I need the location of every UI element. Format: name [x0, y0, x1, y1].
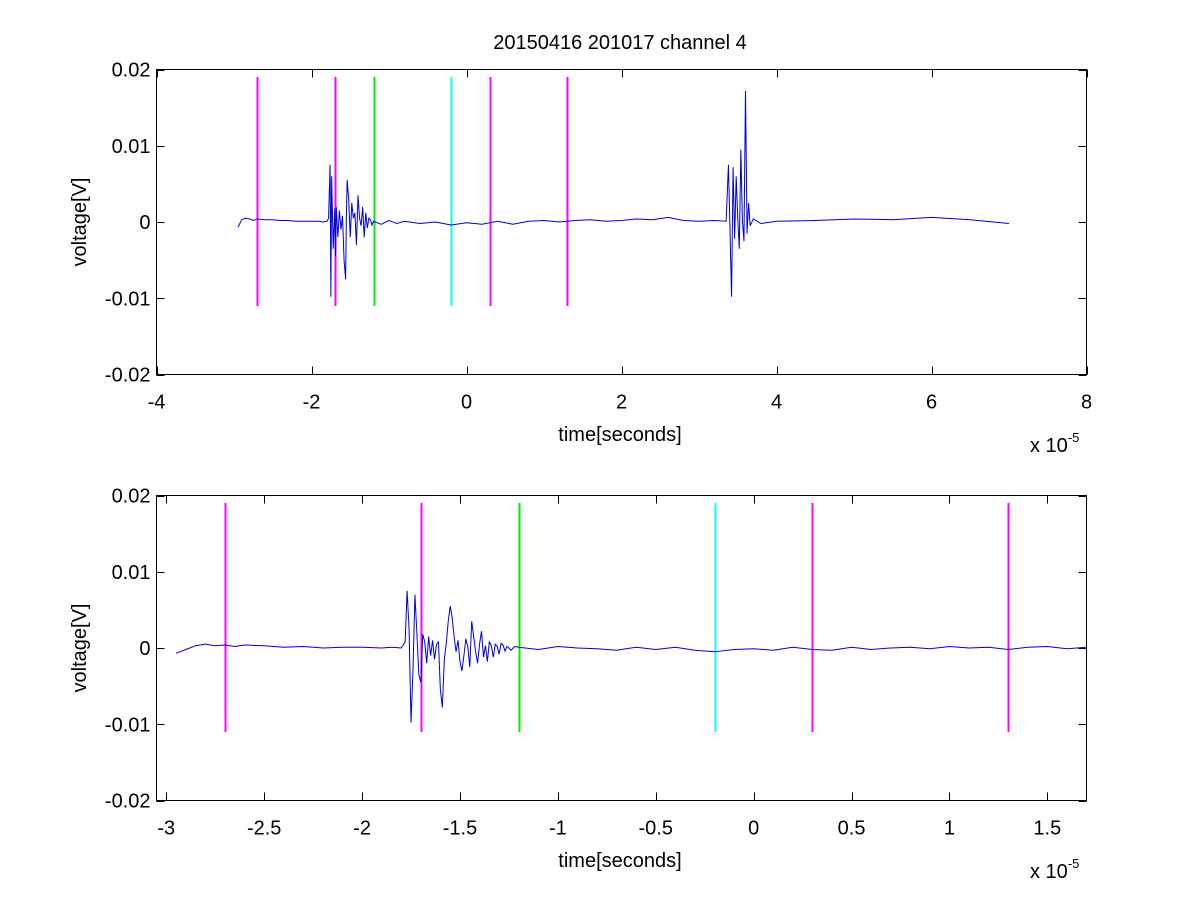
top-plot-signal	[237, 90, 1010, 297]
top-plot-axes-box	[156, 69, 1087, 375]
bottom-plot-y-tick-label: 0.01	[112, 562, 151, 584]
top-plot-y-tick-label: 0	[139, 212, 150, 234]
bottom-plot-xlabel: time[seconds]	[558, 850, 681, 872]
top-plot-y-tick-label: 0.01	[112, 136, 151, 158]
top-plot-y-tick-label: -0.02	[105, 365, 151, 387]
bottom-plot-x-tick-label: 1.5	[1033, 818, 1061, 840]
top-plot-x-tick-label: 0	[461, 392, 472, 414]
bottom-plot-x-tick-label: 0.5	[838, 818, 866, 840]
top-plot-y-tick-label: 0.02	[112, 60, 151, 82]
top-plot-x-tick-label: 6	[926, 392, 937, 414]
bottom-plot-voltage-trace	[175, 590, 1087, 723]
bottom-plot-x-ticks: -3 -2.5 -2 -1.5 -1 -0.5 0 0.5 1 1.5	[157, 495, 1061, 840]
top-plot-x-multiplier: x 10-5	[1030, 430, 1079, 457]
bottom-plot-x-tick-label: 1	[944, 818, 955, 840]
bottom-plot-x-tick-label: -3	[157, 818, 175, 840]
bottom-plot-x-tick-label: -0.5	[639, 818, 673, 840]
top-plot-x-tick-label: -4	[148, 392, 166, 414]
top-plot-ylabel: voltage[V]	[69, 178, 91, 267]
bottom-plot-x-multiplier-base: x 10	[1030, 861, 1068, 883]
top-plot: -4 -2 0 2 4 6 8 -0.02 -0.01 0 0.01 0.02 time[secon…	[69, 60, 1092, 458]
bottom-plot-y-tick-label: -0.02	[105, 791, 151, 813]
bottom-plot-ylabel: voltage[V]	[69, 604, 91, 693]
top-plot-xlabel: time[seconds]	[558, 424, 681, 446]
bottom-plot: -3 -2.5 -2 -1.5 -1 -0.5 0 0.5 1 1.5 -0.02 -0.01 0 0.…	[69, 486, 1087, 883]
top-plot-x-tick-label: 8	[1081, 392, 1092, 414]
bottom-plot-signal	[175, 590, 1087, 723]
bottom-plot-x-tick-label: 0	[748, 818, 759, 840]
bottom-plot-x-multiplier: x 10-5	[1030, 856, 1079, 883]
top-plot-x-multiplier-exponent: -5	[1068, 430, 1080, 445]
top-plot-x-tick-label: 2	[616, 392, 627, 414]
top-plot-x-multiplier-base: x 10	[1030, 435, 1068, 457]
bottom-plot-y-ticks: -0.02 -0.01 0 0.01 0.02	[105, 486, 1087, 813]
top-plot-x-tick-label: -2	[303, 392, 321, 414]
bottom-plot-x-tick-label: -1	[549, 818, 567, 840]
bottom-plot-x-tick-label: -2.5	[247, 818, 281, 840]
figure-title: 20150416 201017 channel 4	[493, 32, 747, 54]
top-plot-x-tick-label: 4	[771, 392, 782, 414]
top-plot-y-tick-label: -0.01	[105, 288, 151, 310]
top-plot-y-ticks: -0.02 -0.01 0 0.01 0.02	[105, 60, 1087, 387]
bottom-plot-y-tick-label: -0.01	[105, 714, 151, 736]
bottom-plot-x-tick-label: -2	[353, 818, 371, 840]
bottom-plot-x-tick-label: -1.5	[443, 818, 477, 840]
bottom-plot-y-tick-label: 0.02	[112, 486, 151, 508]
top-plot-markers	[256, 77, 569, 306]
bottom-plot-axes-box	[156, 495, 1087, 801]
bottom-plot-markers	[224, 503, 1010, 732]
top-plot-x-ticks: -4 -2 0 2 4 6 8	[148, 69, 1092, 414]
top-plot-voltage-trace	[237, 90, 1010, 297]
bottom-plot-x-multiplier-exponent: -5	[1068, 856, 1080, 871]
bottom-plot-y-tick-label: 0	[139, 638, 150, 660]
